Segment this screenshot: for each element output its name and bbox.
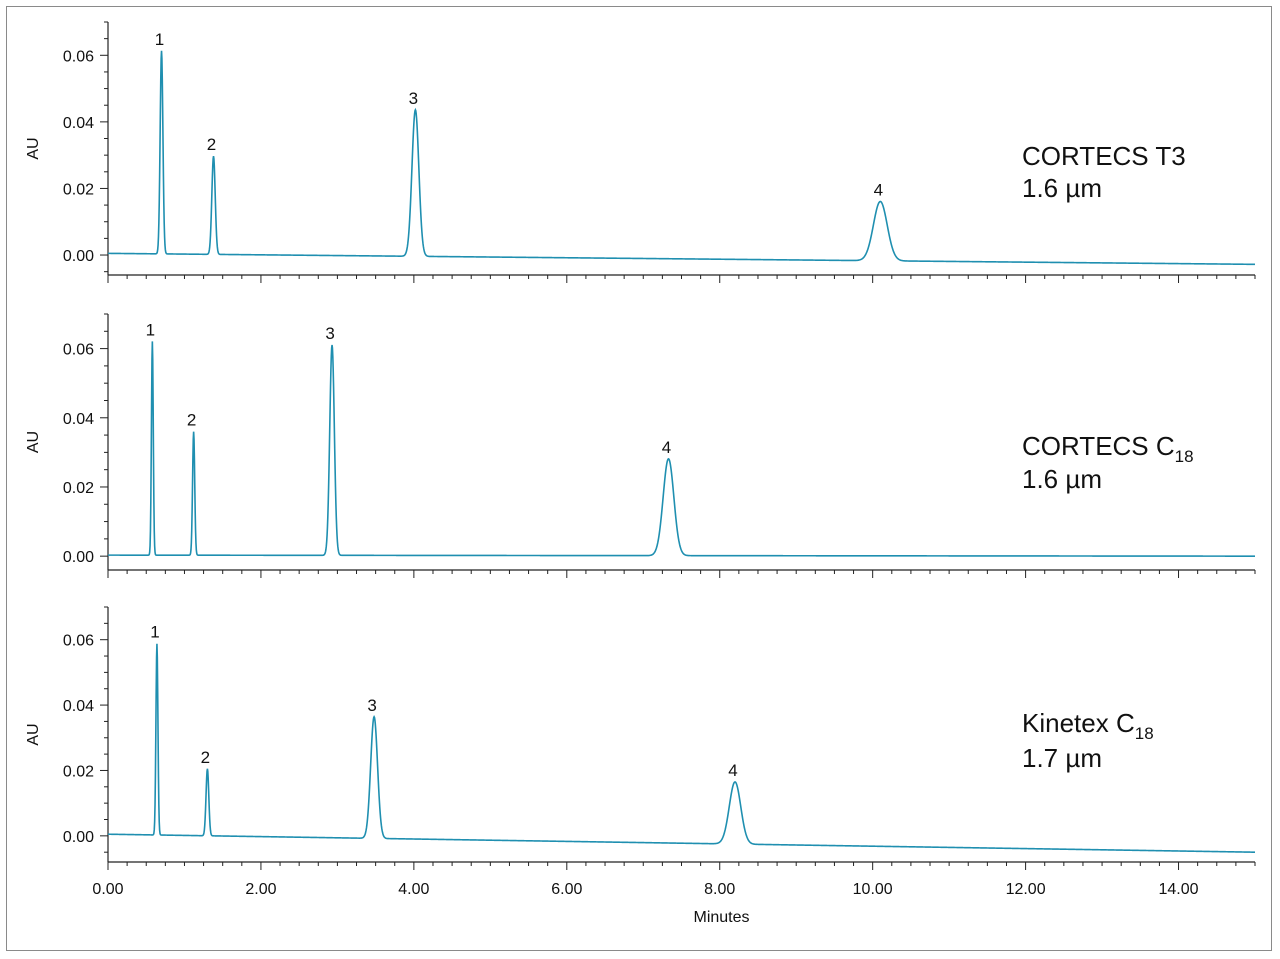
particle-size-label: 1.6 µm [1022, 464, 1102, 494]
peak-label: 2 [207, 135, 216, 154]
x-tick-label: 0.00 [92, 881, 123, 898]
column-name-label: Kinetex C18 [1022, 708, 1154, 743]
figure-frame [6, 6, 1272, 951]
peak-label: 4 [662, 438, 671, 457]
particle-size-label: 1.7 µm [1022, 743, 1102, 773]
peak-label: 3 [367, 696, 376, 715]
chromatogram-trace-3 [107, 643, 1255, 853]
chromatogram-trace-2 [108, 341, 1255, 557]
peak-label: 2 [201, 748, 210, 767]
y-tick-label: 0.04 [63, 115, 94, 132]
x-tick-label: 14.00 [1159, 881, 1199, 898]
peak-label: 2 [187, 411, 196, 430]
x-tick-label: 4.00 [398, 881, 429, 898]
y-tick-label: 0.02 [63, 181, 94, 198]
y-tick-label: 0.04 [63, 411, 94, 428]
x-tick-label: 12.00 [1006, 881, 1046, 898]
y-tick-label: 0.06 [63, 342, 94, 359]
peak-label: 3 [409, 89, 418, 108]
x-tick-label: 8.00 [704, 881, 735, 898]
column-name-label: CORTECS T3 [1022, 141, 1186, 171]
y-tick-label: 0.00 [63, 248, 94, 265]
peak-label: 3 [325, 324, 334, 343]
peak-label: 1 [150, 623, 159, 642]
y-axis-title: AU [25, 431, 42, 453]
y-tick-label: 0.00 [63, 549, 94, 566]
y-axis-title: AU [25, 137, 42, 159]
y-tick-label: 0.02 [63, 763, 94, 780]
x-tick-label: 10.00 [853, 881, 893, 898]
y-tick-label: 0.04 [63, 698, 94, 715]
y-tick-label: 0.06 [63, 48, 94, 65]
y-tick-label: 0.06 [63, 633, 94, 650]
chromatogram-trace-1 [107, 50, 1256, 266]
column-name-label: CORTECS C18 [1022, 431, 1194, 466]
x-tick-label: 2.00 [245, 881, 276, 898]
x-tick-label: 6.00 [551, 881, 582, 898]
y-tick-label: 0.00 [63, 829, 94, 846]
y-tick-label: 0.02 [63, 480, 94, 497]
peak-label: 1 [155, 30, 164, 49]
y-axis-title: AU [25, 723, 42, 745]
peak-label: 4 [874, 181, 883, 200]
particle-size-label: 1.6 µm [1022, 173, 1102, 203]
peak-label: 1 [146, 320, 155, 339]
peak-label: 4 [728, 761, 737, 780]
x-axis-title: Minutes [693, 909, 749, 926]
